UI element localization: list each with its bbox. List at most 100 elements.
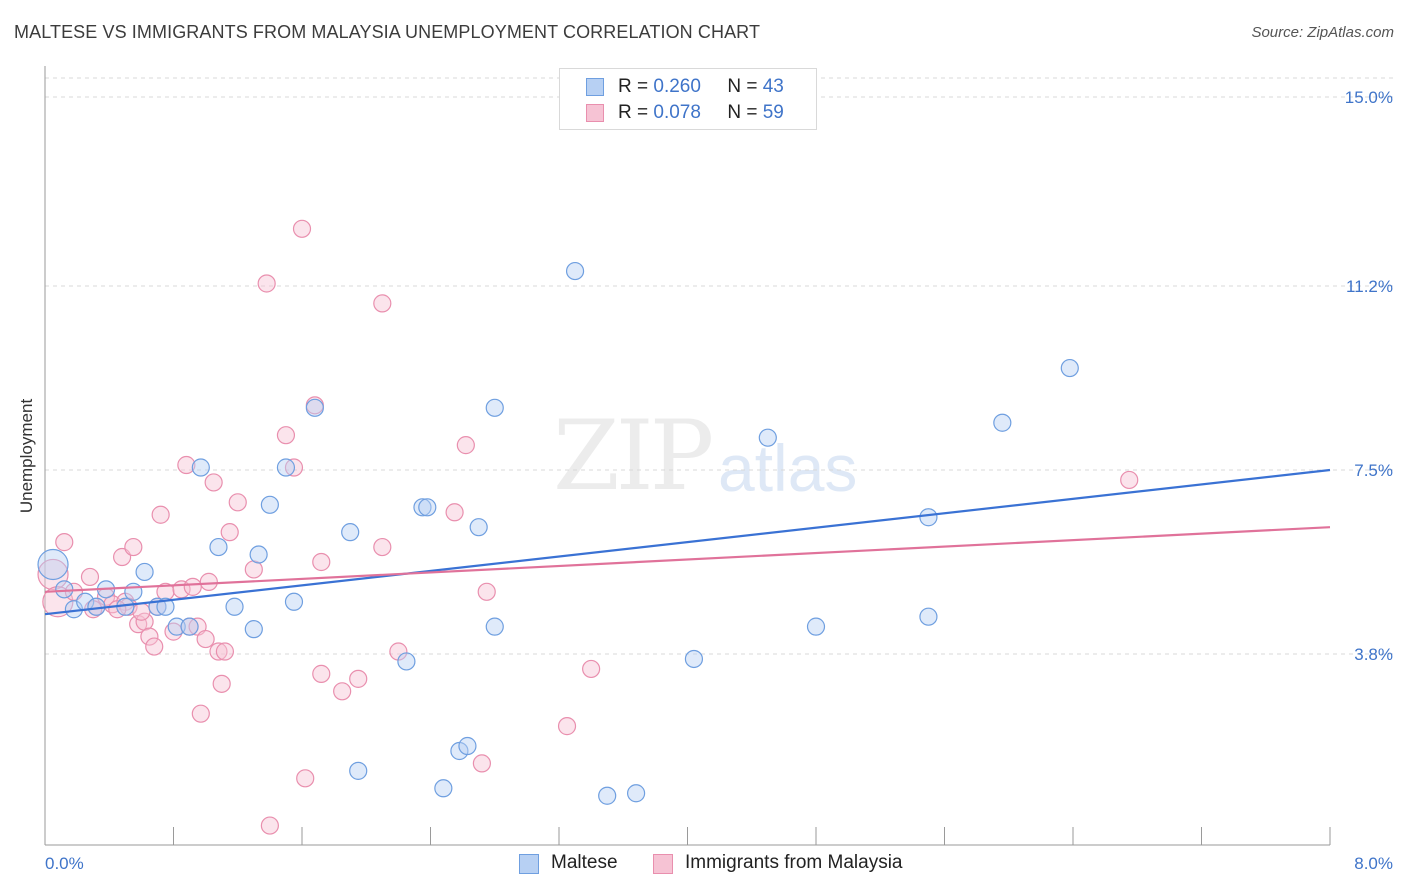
point-malaysia (456, 436, 475, 455)
point-malaysia (132, 602, 151, 621)
point-maltese (485, 617, 504, 636)
trend-line-maltese (44, 468, 1331, 616)
point-malaysia (196, 629, 215, 649)
point-maltese (806, 617, 826, 636)
y-tick-label: 7.5% (1354, 461, 1393, 480)
point-maltese (434, 779, 453, 798)
point-maltese (209, 537, 228, 557)
legend-n-value: 59 (762, 102, 784, 123)
legend-swatch-pink (653, 854, 673, 874)
watermark-atlas: atlas (718, 431, 858, 505)
watermark-zip: ZIP (553, 400, 714, 512)
point-maltese (37, 548, 69, 581)
y-tick-label: 11.2% (1346, 277, 1393, 296)
point-maltese (1060, 358, 1079, 378)
point-maltese (758, 428, 777, 447)
point-maltese (565, 261, 585, 281)
point-malaysia (183, 577, 202, 596)
point-malaysia (55, 533, 74, 552)
point-maltese (626, 784, 646, 803)
legend-r-label: R = (618, 102, 649, 123)
chart-title: MALTESE VS IMMIGRANTS FROM MALAYSIA UNEM… (14, 22, 761, 42)
point-maltese (276, 458, 296, 477)
point-malaysia (472, 754, 491, 773)
point-malaysia (220, 523, 239, 542)
point-malaysia (1120, 470, 1139, 490)
tick-labels: 3.8% 7.5% 11.2% 15.0% 0.0% 8.0% (45, 88, 1393, 873)
legend-n-value: 43 (762, 76, 784, 97)
point-maltese (919, 508, 938, 527)
trend-line-malaysia (44, 526, 1331, 593)
point-malaysia (177, 455, 196, 475)
point-maltese (919, 607, 938, 626)
point-malaysia (228, 493, 247, 512)
legend-r-value: 0.078 (653, 102, 701, 123)
point-maltese (341, 523, 360, 542)
point-malaysia (140, 627, 159, 646)
point-maltese (469, 518, 488, 537)
point-malaysia (312, 552, 331, 572)
point-malaysia (333, 682, 352, 701)
legend-r-label: R = (618, 76, 649, 97)
x-tick-label-min: 0.0% (45, 854, 84, 873)
point-malaysia (296, 769, 315, 788)
point-malaysia (373, 294, 392, 313)
point-malaysia (260, 816, 279, 835)
point-maltese (413, 498, 432, 517)
source-credit: Source: ZipAtlas.com (1251, 24, 1394, 41)
legend-n-label: N = (727, 76, 758, 97)
point-malaysia (212, 674, 231, 693)
point-malaysia (80, 567, 100, 587)
point-malaysia (373, 537, 392, 557)
data-points (37, 219, 1139, 835)
point-malaysia (292, 219, 312, 238)
legend-n-label: N = (727, 102, 758, 123)
point-maltese (993, 413, 1012, 432)
point-maltese (305, 398, 324, 417)
point-malaysia (124, 537, 143, 557)
legend-swatch-blue (586, 78, 604, 96)
point-maltese (225, 597, 244, 616)
legend-r-value: 0.260 (653, 76, 701, 97)
point-malaysia (199, 572, 218, 591)
point-maltese (598, 786, 617, 805)
point-malaysia (145, 637, 164, 656)
point-malaysia (151, 505, 170, 524)
legend-label-malaysia: Immigrants from Malaysia (685, 852, 903, 873)
point-malaysia (349, 669, 368, 688)
point-maltese (244, 620, 263, 639)
y-tick-label: 3.8% (1354, 645, 1393, 664)
point-malaysia (276, 426, 296, 445)
point-maltese (349, 761, 368, 780)
legend-swatch-pink (586, 104, 604, 122)
point-malaysia (312, 664, 331, 683)
trend-lines (44, 468, 1331, 616)
x-tick-label-max: 8.0% (1354, 854, 1393, 873)
correlation-legend: R = 0.260 N = 43 R = 0.078 N = 59 (559, 68, 817, 130)
point-malaysia (215, 642, 234, 661)
point-maltese (156, 597, 175, 616)
point-maltese (260, 495, 279, 514)
point-maltese (167, 617, 186, 636)
point-malaysia (477, 582, 496, 601)
point-malaysia (191, 704, 210, 723)
legend-label-maltese: Maltese (551, 852, 618, 873)
point-malaysia (582, 659, 601, 679)
point-maltese (684, 649, 704, 669)
point-maltese (180, 617, 199, 636)
y-tick-label: 15.0% (1345, 88, 1393, 107)
point-maltese (418, 498, 437, 517)
point-malaysia (445, 503, 464, 522)
point-maltese (55, 580, 74, 599)
legend-swatch-blue (519, 854, 539, 874)
point-malaysia (209, 642, 228, 661)
point-maltese (284, 592, 304, 611)
point-maltese (249, 545, 268, 564)
point-maltese (485, 398, 504, 417)
point-malaysia (204, 473, 223, 492)
series-legend: Maltese Immigrants from Malaysia (0, 852, 1406, 878)
point-malaysia (557, 717, 577, 736)
point-malaysia (257, 274, 276, 293)
point-maltese (397, 652, 416, 671)
